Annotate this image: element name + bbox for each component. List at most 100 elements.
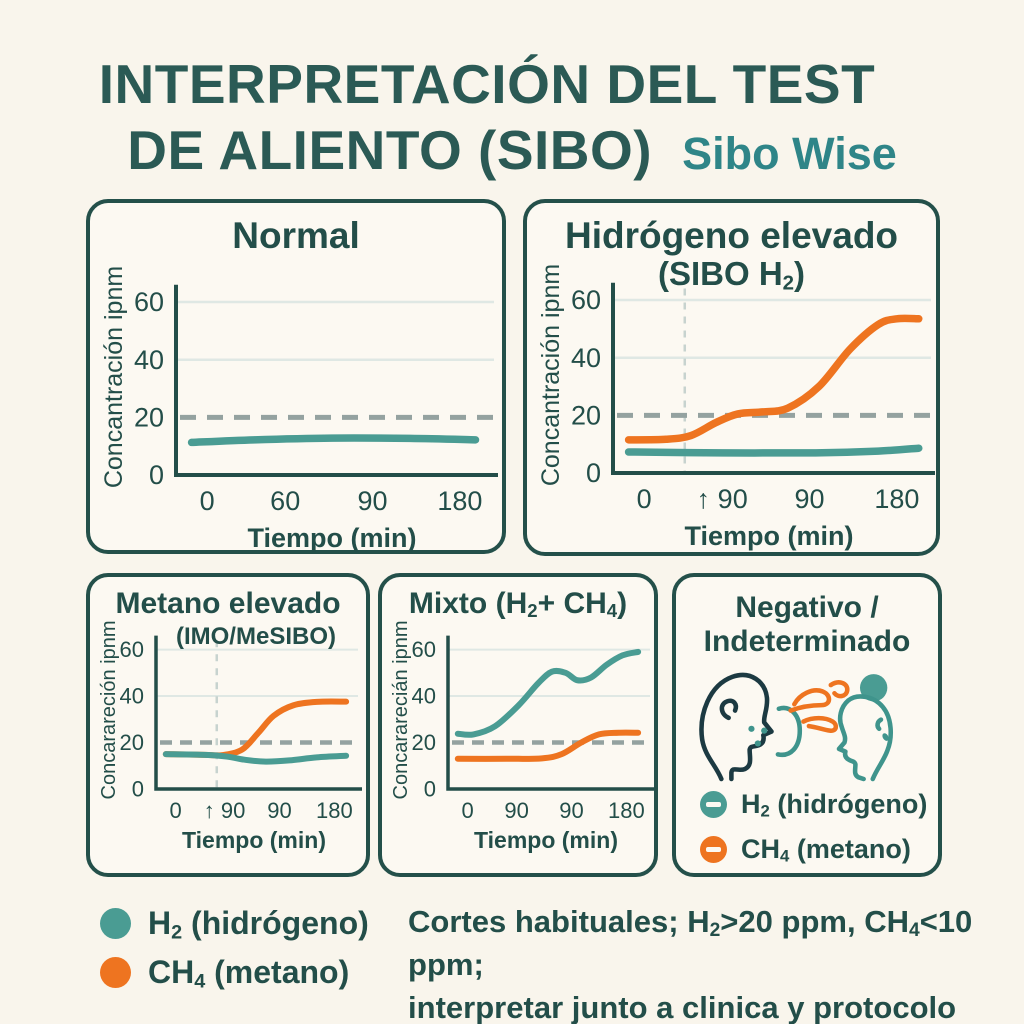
x-axis-label: Tiempo (min)	[684, 521, 853, 551]
x-axis-label: Tiempo (min)	[247, 523, 416, 553]
brand-logo-text: Sibo Wise	[682, 128, 897, 179]
series-CH4	[454, 729, 642, 762]
x-tick: ↑ 90	[204, 798, 246, 823]
y-axis-label: Concararecián ipnm	[390, 621, 412, 800]
series-CH4	[162, 698, 350, 759]
y-axis-label: Concarareción ipnm	[98, 621, 120, 800]
y-tick: 0	[149, 460, 164, 490]
y-tick: 20	[412, 730, 436, 755]
legend-ch4-label: CH4 (metano)	[741, 834, 911, 866]
series-H2	[454, 648, 642, 738]
eye-icon	[882, 733, 889, 741]
y-tick: 60	[412, 637, 436, 662]
chart-mixto: 60 40 20 0 0 90 90 180 Tiempo (min) Concararecián…	[390, 619, 656, 855]
x-tick: 0	[169, 798, 181, 823]
panel-ch4-subtitle: (IMO/MeSIBO)	[175, 623, 337, 650]
legend-row-h2: H2 (hidrógeno)	[100, 905, 369, 942]
y-tick: 40	[571, 343, 601, 373]
y-tick: 0	[132, 776, 144, 801]
chart-svg-mixto: 60 40 20 00 90 90 180 Tiempo (min) Concararecián…	[390, 621, 654, 853]
chart-normal: 60 40 20 0 0 60 90 180 Tiempo (min) Concantración…	[98, 263, 500, 553]
series-H2	[624, 444, 923, 457]
x-axis-label: Tiempo (min)	[474, 827, 618, 853]
legend-h2-label: H2 (hidrógeno)	[148, 905, 369, 944]
y-tick: 20	[120, 730, 144, 755]
y-tick: 20	[134, 403, 164, 433]
series-H2	[162, 751, 350, 765]
legend-row-ch4: CH4 (metano)	[700, 834, 927, 865]
ear-icon	[719, 698, 739, 721]
x-tick: 90	[559, 798, 583, 823]
axes	[611, 282, 935, 475]
panel-hidrogeno-elevado: Hidrógeno elevado (SIBO H2) 60 40 20 0 0 ↑ 90…	[523, 199, 940, 556]
x-tick: 90	[504, 798, 528, 823]
axes	[446, 635, 654, 791]
y-tick: 0	[586, 458, 601, 488]
panel-normal-title: Normal	[232, 215, 360, 256]
axes	[174, 284, 498, 477]
y-tick: 20	[571, 401, 601, 431]
ch4-dot-icon	[100, 957, 131, 988]
panel-h2-title: Hidrógeno elevado	[564, 215, 899, 256]
y-tick: 0	[424, 776, 436, 801]
y-axis-label: Concantración ipnm	[537, 264, 565, 486]
chart-metano-elevado: 60 40 20 0 0 ↑ 90 90 180 Tiempo (min) Concarareci…	[98, 619, 364, 855]
legend-ch4-label: CH4 (metano)	[148, 954, 350, 993]
bottom-legend: H2 (hidrógeno) CH4 (metano)	[100, 905, 369, 991]
axes	[154, 635, 362, 791]
series-CH4	[624, 314, 923, 444]
y-axis-label: Concantración ipnm	[100, 266, 128, 488]
legend-row-ch4: CH4 (metano)	[100, 954, 369, 991]
legend-h2-label: H2 (hidrógeno)	[741, 789, 928, 821]
h2-dot-icon	[100, 908, 131, 939]
page-title-line1: INTERPRETACIÓN DEL TEST	[98, 53, 876, 115]
footnote-line1: Cortes habituales; H2>20 ppm, CH4<10 ppm…	[408, 904, 973, 982]
x-tick: 180	[316, 798, 353, 823]
h2-badge-icon	[700, 791, 727, 818]
panel-mixto: Mixto (H2+ CH4) 60 40 20 0 0 90 90 180 Tiempo (m…	[378, 573, 658, 877]
page-header: INTERPRETACIÓN DEL TEST DE ALIENTO (SIBO…	[0, 52, 1024, 182]
chart-hidrogeno-elevado: 60 40 20 0 0 ↑ 90 90 180 Tiempo (min) Concantraci…	[535, 261, 937, 551]
panel-normal: Normal 60 40 20 0 0 60 90 180 Tiempo (min) Concan…	[86, 199, 506, 554]
panel-metano-elevado: Metano elevado (IMO/MeSIBO) 60 40 20 0 0 ↑ 90…	[86, 573, 370, 877]
x-tick: 0	[637, 484, 652, 514]
x-tick: 180	[437, 486, 482, 516]
x-tick: 0	[200, 486, 215, 516]
x-tick: ↑ 90	[697, 484, 748, 514]
chart-svg-hidrogeno-elevado: 60 40 20 0 0 ↑ 90 90 180 Tiempo (min) Concantraci…	[537, 264, 935, 551]
exhaling-person-icon	[699, 672, 774, 782]
y-tick: 40	[134, 345, 164, 375]
panel-mixto-title: Mixto (H2+ CH4)	[408, 587, 628, 622]
panel-negativo-indeterminado: Negativo / Indeterminado	[672, 573, 942, 877]
chart-svg-normal: 60 40 20 0 0 60 90 180 Tiempo (min) Concantración…	[100, 266, 498, 553]
x-tick: 180	[608, 798, 645, 823]
panel-negativo-title-line2: Indeterminado	[703, 625, 911, 658]
footnote-line2: interpretar junto a clinica y protocolo	[408, 989, 957, 1024]
ch4-badge-icon	[700, 836, 727, 863]
x-tick: 90	[795, 484, 825, 514]
panel-h2-subtitle: (SIBO H2)	[657, 255, 806, 295]
series-H2	[187, 434, 480, 447]
panel-ch4-title: Metano elevado	[115, 587, 341, 620]
y-tick: 60	[571, 285, 601, 315]
breath-swirl-icon	[788, 680, 850, 733]
chart-svg-metano-elevado: 60 40 20 00 ↑ 90 90 180 Tiempo (min) Concarareci…	[98, 621, 362, 853]
x-tick: 90	[267, 798, 291, 823]
x-tick: 180	[874, 484, 919, 514]
y-tick: 60	[134, 287, 164, 317]
x-tick: 0	[461, 798, 473, 823]
x-tick: 90	[358, 486, 388, 516]
y-tick: 40	[120, 684, 144, 709]
page-title-line2: DE ALIENTO (SIBO)	[127, 119, 653, 181]
gas-dot-icon	[859, 674, 888, 702]
listener-person-icon	[836, 694, 893, 782]
small-face-icon	[748, 705, 803, 758]
y-tick: 60	[120, 637, 144, 662]
minus-glyph	[706, 802, 721, 807]
panel-negativo-legend: H2 (hidrógeno) CH4 (metano)	[700, 789, 927, 865]
x-axis-label: Tiempo (min)	[182, 827, 326, 853]
legend-row-h2: H2 (hidrógeno)	[700, 789, 927, 820]
panel-negativo-title-line1: Negativo /	[735, 591, 879, 624]
page-title-line2-row: DE ALIENTO (SIBO) Sibo Wise	[0, 118, 1024, 182]
